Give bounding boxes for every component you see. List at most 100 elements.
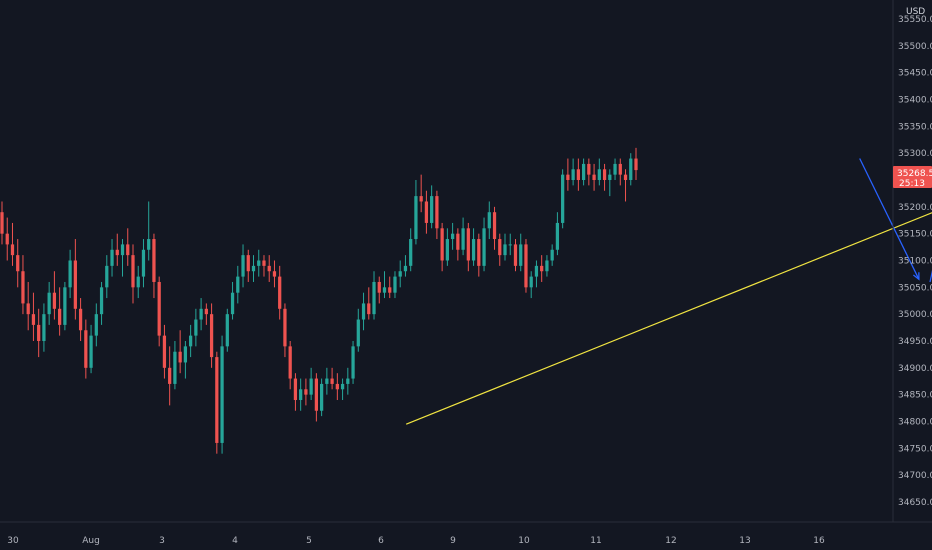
time-axis[interactable]: 30 Aug 3 4 5 6 9 10 11 12 13 16 [0,521,932,546]
price-tick-label: 34800.0 [898,417,932,427]
price-tick-label: 35050.0 [898,283,932,293]
candle [430,185,434,229]
candle [178,330,182,374]
candle [136,265,140,299]
price-tick-label: 34850.0 [898,391,932,401]
time-tick-label: 30 [7,536,19,546]
candle [550,244,554,266]
candle-body [503,244,507,256]
candle-body [419,196,423,202]
candle-body [251,265,256,272]
candle-body [246,255,250,272]
candle-body [99,287,104,315]
candle-body [424,201,429,223]
candle-body [398,271,402,277]
candle [47,281,51,325]
candle-body [37,324,41,341]
candle [498,233,502,266]
candle-body [63,287,67,325]
candle-body [634,158,638,171]
candle-body [126,244,130,256]
candle [257,249,261,277]
candle-body [304,389,308,395]
candle [157,276,161,347]
candle-body [388,287,392,293]
candle-body [367,303,371,315]
candle-body [209,314,214,358]
candle [555,212,560,256]
candle [356,308,360,352]
price-tick-label: 35400.0 [898,96,932,106]
candle [314,373,319,422]
candle [209,303,214,368]
candle [566,158,570,191]
candle [94,303,98,347]
candle [597,158,601,186]
candle [581,158,586,186]
candle [262,255,266,277]
candle [450,222,455,250]
price-tick-label: 35550.0 [898,15,932,25]
projection-arrow-down-1[interactable] [859,158,920,280]
candle-body [136,276,140,288]
candle-body [204,308,208,315]
candle-body [440,228,444,261]
candle-body [115,249,119,256]
candle [319,378,324,417]
time-tick-label: 11 [590,536,601,546]
candle-body [477,239,481,266]
trendline[interactable] [405,118,932,425]
candle [529,271,533,299]
candle-body [283,308,287,347]
candle [487,201,491,240]
candle-body [105,265,109,288]
candle [278,265,282,320]
candle [199,298,203,331]
candle-body [10,244,15,256]
time-tick-label: 4 [232,536,238,546]
candle [351,340,355,384]
time-tick-label: 9 [450,536,456,546]
candle [325,367,329,395]
candle-body [199,308,203,320]
candle [63,281,67,331]
candle [309,367,313,401]
candle [68,249,72,299]
candle [236,265,240,304]
candle-body [215,357,219,443]
candle [89,324,93,374]
candle-body [225,314,229,347]
candle [220,335,224,454]
candle-body [409,239,413,266]
candle-body [356,319,360,347]
candle-body [162,335,167,368]
candle [105,255,109,299]
candle-body [278,276,282,309]
price-tick-label: 35500.0 [898,42,932,52]
candle-body [309,378,313,395]
time-tick-label: 3 [159,536,165,546]
candle [545,255,549,277]
candle [52,271,57,320]
candle [120,239,125,277]
candle-body [131,255,135,288]
candle [561,169,565,229]
candle-body [550,249,554,261]
candle-body [571,169,575,181]
candle [21,255,25,315]
candle [382,271,387,299]
candle [58,287,62,336]
price-axis[interactable]: USD 34650.0 34700.0 34750.0 34800.0 34850.0 3… [892,0,932,522]
candle-body [73,260,77,309]
candle [110,239,114,277]
candle [26,281,30,331]
candle [0,201,4,245]
candle-body [147,239,151,250]
candle [272,260,277,288]
candle-body [325,378,329,384]
candle-body [78,308,83,331]
candle [524,239,528,293]
candle-body [68,260,72,288]
candle-body [534,265,539,277]
